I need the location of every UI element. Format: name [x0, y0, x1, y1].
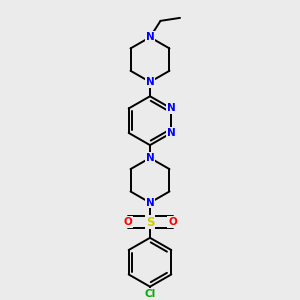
Text: N: N: [146, 77, 154, 87]
Text: N: N: [167, 103, 176, 113]
Text: O: O: [168, 217, 177, 227]
Text: Cl: Cl: [144, 289, 156, 299]
Text: O: O: [123, 217, 132, 227]
Text: N: N: [146, 32, 154, 42]
Text: N: N: [167, 128, 176, 138]
Text: S: S: [146, 215, 154, 229]
Text: N: N: [146, 153, 154, 163]
Text: N: N: [146, 198, 154, 208]
